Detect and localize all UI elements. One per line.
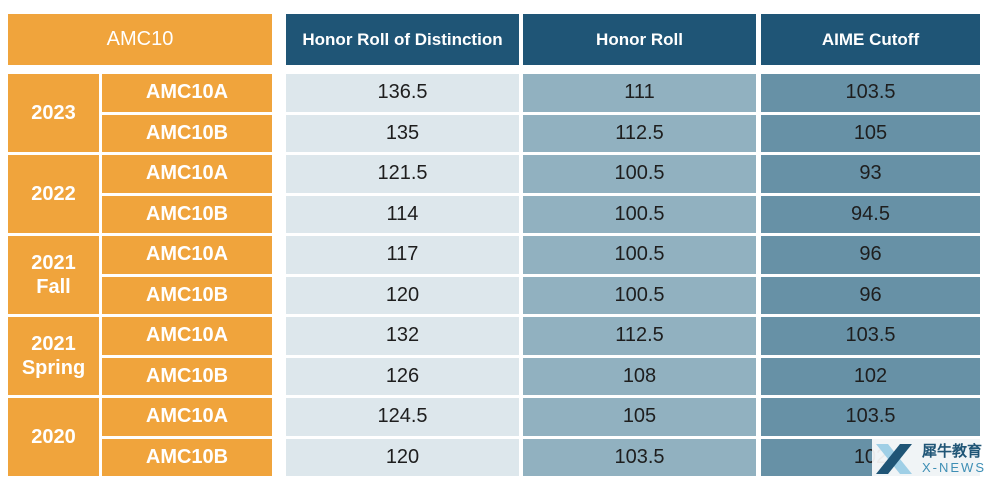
year-label-line: Spring	[21, 357, 86, 379]
x-news-logo-icon	[876, 444, 912, 474]
contest-label: AMC10B	[102, 276, 272, 314]
table-cell: 112.5	[523, 317, 756, 355]
contest-label: AMC10B	[102, 357, 272, 395]
table-cell: 112.5	[523, 114, 756, 152]
table-cell: 96	[761, 236, 980, 274]
year-label: 2023	[8, 74, 99, 152]
watermark-english: X-NEWS	[922, 460, 986, 475]
table-cell: 117	[286, 236, 519, 274]
table-cell: 100.5	[523, 155, 756, 193]
table-cell: 120	[286, 438, 519, 476]
table-cell: 121.5	[286, 155, 519, 193]
table-cell: 114	[286, 195, 519, 233]
table-cell: 94.5	[761, 195, 980, 233]
table-cell: 96	[761, 276, 980, 314]
table-cell: 102	[761, 357, 980, 395]
column-header-2: Honor Roll	[523, 14, 756, 65]
contest-label: AMC10B	[102, 195, 272, 233]
table-cell: 105	[523, 398, 756, 436]
year-label-line: 2020	[31, 426, 76, 448]
table-cell: 103.5	[523, 438, 756, 476]
table-cell: 111	[523, 74, 756, 112]
table-cell: 100.5	[523, 276, 756, 314]
table-cell: 100.5	[523, 236, 756, 274]
column-header-1: Honor Roll of Distinction	[286, 14, 519, 65]
table-cell: 126	[286, 357, 519, 395]
table-cell: 103.5	[761, 398, 980, 436]
year-label: 2022	[8, 155, 99, 233]
year-label-line: 2021	[31, 333, 76, 355]
contest-label: AMC10A	[102, 236, 272, 274]
table-cell: 103.5	[761, 317, 980, 355]
year-label-line: 2023	[31, 102, 76, 124]
year-label: 2021 Fall	[8, 236, 99, 314]
year-label-line: 2021	[31, 252, 76, 274]
table-cell: 93	[761, 155, 980, 193]
column-header-3: AIME Cutoff	[761, 14, 980, 65]
table-cell: 105	[761, 114, 980, 152]
table-cell: 120	[286, 276, 519, 314]
watermark: 犀牛教育 X-NEWS	[872, 436, 1000, 482]
contest-label: AMC10A	[102, 398, 272, 436]
year-label: 2020	[8, 398, 99, 476]
table-cell: 135	[286, 114, 519, 152]
contest-label: AMC10A	[102, 155, 272, 193]
year-label: 2021 Spring	[8, 317, 99, 395]
year-label-line: Fall	[36, 276, 71, 298]
table-cell: 132	[286, 317, 519, 355]
table-cell: 103.5	[761, 74, 980, 112]
contest-label: AMC10B	[102, 438, 272, 476]
table-cell: 136.5	[286, 74, 519, 112]
year-label-line: 2022	[31, 183, 76, 205]
watermark-chinese: 犀牛教育	[922, 442, 983, 460]
table-cell: 124.5	[286, 398, 519, 436]
contest-label: AMC10A	[102, 74, 272, 112]
table-cell: 108	[523, 357, 756, 395]
contest-label: AMC10A	[102, 317, 272, 355]
contest-label: AMC10B	[102, 114, 272, 152]
table-cell: 100.5	[523, 195, 756, 233]
corner-header: AMC10	[8, 14, 272, 65]
